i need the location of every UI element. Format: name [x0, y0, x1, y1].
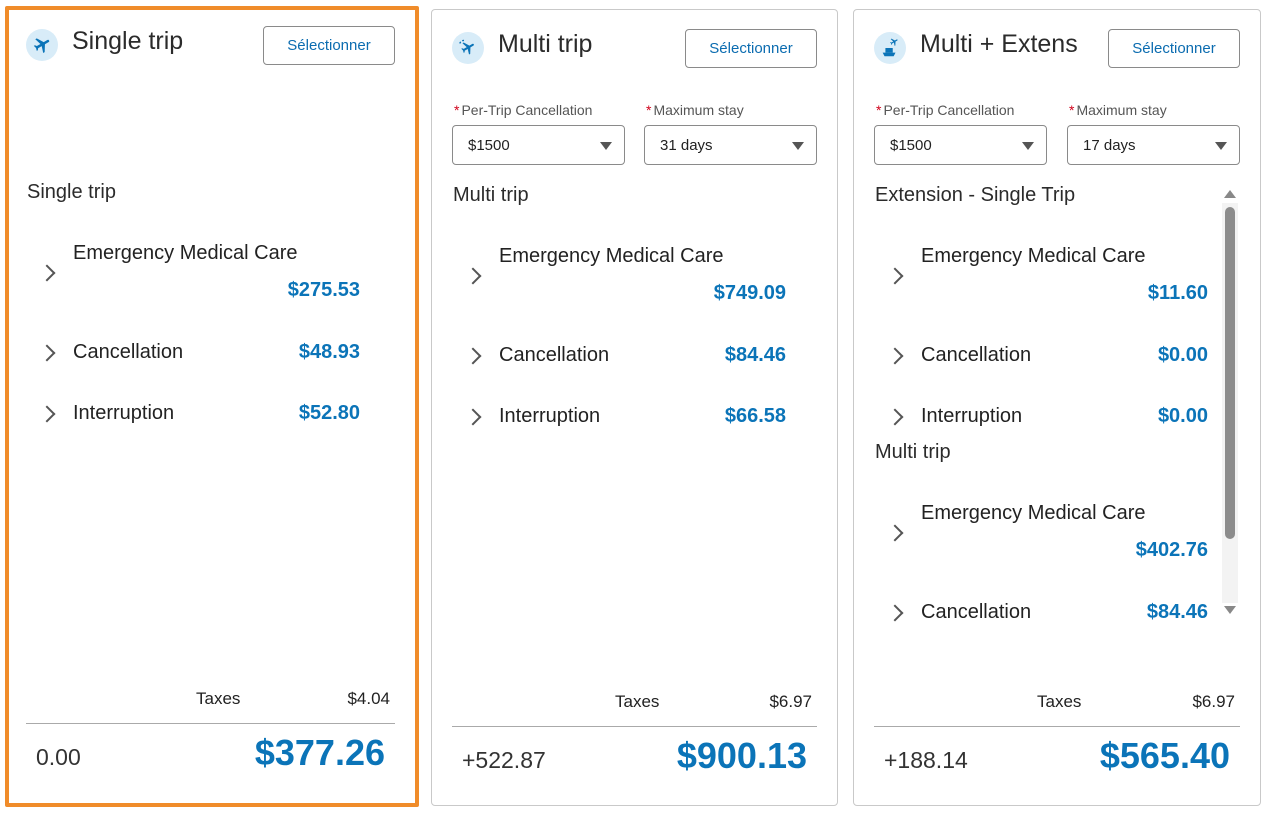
plan-title: Multi + Extens — [920, 30, 1078, 58]
chevron-right-icon[interactable] — [886, 408, 904, 426]
maximum-stay-select[interactable]: 31 days — [644, 125, 817, 165]
caret-down-icon — [600, 142, 612, 150]
coverage-amount: $84.46 — [724, 344, 786, 366]
plan-card-single-trip[interactable]: Single trip Sélectionner Single trip Eme… — [5, 6, 419, 807]
select-value: 31 days — [660, 137, 713, 154]
coverage-scroll-area[interactable]: Extension - Single Trip Emergency Medica… — [854, 180, 1234, 622]
coverage-interruption[interactable]: Interruption $0.00 — [875, 396, 1208, 436]
chevron-right-icon[interactable] — [464, 408, 482, 426]
select-plan-button[interactable]: Sélectionner — [263, 26, 395, 65]
taxes-label: Taxes — [196, 689, 241, 708]
coverage-name: Emergency Medical Care — [499, 245, 724, 267]
coverage-amount: $84.46 — [1146, 601, 1208, 622]
scrollbar-thumb[interactable] — [1225, 207, 1235, 539]
coverage-emergency-medical-care[interactable]: Emergency Medical Care $275.53 — [27, 229, 360, 301]
plan-card-multi-extension[interactable]: Multi + Extens Sélectionner * Per-Trip Ca… — [853, 9, 1261, 806]
coverage-cancellation[interactable]: Cancellation $84.46 — [453, 335, 786, 375]
divider — [26, 723, 395, 724]
plan-header: Multi trip Sélectionner — [452, 28, 817, 68]
plan-card-multi-trip[interactable]: Multi trip Sélectionner * Per-Trip Cancel… — [431, 9, 838, 806]
chevron-right-icon[interactable] — [464, 347, 482, 365]
plan-header: Multi + Extens Sélectionner — [874, 28, 1240, 68]
caret-down-icon — [792, 142, 804, 150]
coverage-name: Cancellation — [921, 344, 1032, 366]
plan-header: Single trip Sélectionner — [26, 25, 395, 65]
coverage-amount: $749.09 — [713, 282, 786, 304]
coverage-name: Emergency Medical Care — [921, 245, 1146, 267]
plan-title: Single trip — [72, 27, 184, 55]
coverage-amount: $11.60 — [1147, 282, 1208, 304]
chevron-right-icon[interactable] — [38, 344, 56, 362]
coverage-amount: $0.00 — [1157, 344, 1208, 366]
coverage-amount: $52.80 — [298, 402, 360, 424]
chevron-right-icon[interactable] — [886, 267, 904, 285]
total-price: $900.13 — [676, 735, 807, 776]
chevron-right-icon[interactable] — [464, 267, 482, 285]
chevron-right-icon[interactable] — [886, 524, 904, 542]
price-difference: +188.14 — [884, 747, 968, 773]
section-title: Multi trip — [453, 184, 529, 206]
coverage-name: Interruption — [921, 405, 1023, 427]
coverage-emergency-medical-care[interactable]: Emergency Medical Care $11.60 — [875, 232, 1208, 304]
per-trip-cancellation-select[interactable]: $1500 — [874, 125, 1047, 165]
airplane-icon — [26, 29, 58, 61]
caret-down-icon — [1022, 142, 1034, 150]
section-title: Single trip — [27, 181, 116, 203]
taxes-value: $4.04 — [347, 689, 390, 708]
per-trip-cancellation-label: * Per-Trip Cancellation — [876, 102, 1015, 118]
maximum-stay-label: * Maximum stay — [1069, 102, 1167, 118]
per-trip-cancellation-select[interactable]: $1500 — [452, 125, 625, 165]
taxes-value: $6.97 — [769, 692, 812, 711]
select-plan-button[interactable]: Sélectionner — [685, 29, 817, 68]
chevron-right-icon[interactable] — [886, 604, 904, 622]
select-value: $1500 — [468, 137, 510, 154]
maximum-stay-select[interactable]: 17 days — [1067, 125, 1240, 165]
total-price: $565.40 — [1099, 735, 1230, 776]
coverage-amount: $66.58 — [724, 405, 786, 427]
taxes-label: Taxes — [615, 692, 660, 711]
taxes-value: $6.97 — [1192, 692, 1235, 711]
coverage-emergency-medical-care[interactable]: Emergency Medical Care $749.09 — [453, 232, 786, 304]
coverage-amount: $48.93 — [298, 341, 360, 363]
total-price: $377.26 — [254, 732, 385, 773]
select-plan-button[interactable]: Sélectionner — [1108, 29, 1240, 68]
chevron-right-icon[interactable] — [886, 347, 904, 365]
coverage-name: Interruption — [73, 402, 175, 424]
coverage-name: Emergency Medical Care — [73, 242, 298, 264]
chevron-right-icon[interactable] — [38, 264, 56, 282]
coverage-name: Interruption — [499, 405, 601, 427]
select-value: 17 days — [1083, 137, 1136, 154]
plan-title: Multi trip — [498, 30, 593, 58]
taxes-label: Taxes — [1037, 692, 1082, 711]
coverage-name: Cancellation — [499, 344, 610, 366]
section-title: Multi trip — [875, 441, 951, 463]
price-difference: +522.87 — [462, 747, 546, 773]
scroll-down-arrow-icon[interactable] — [1224, 606, 1236, 614]
coverage-name: Cancellation — [73, 341, 184, 363]
coverage-interruption[interactable]: Interruption $66.58 — [453, 396, 786, 436]
coverage-emergency-medical-care[interactable]: Emergency Medical Care $402.76 — [875, 489, 1208, 561]
multi-trip-plane-icon — [452, 32, 484, 64]
coverage-amount: $275.53 — [287, 279, 360, 301]
coverage-amount: $402.76 — [1135, 539, 1208, 561]
coverage-amount: $0.00 — [1157, 405, 1208, 427]
coverage-cancellation[interactable]: Cancellation $84.46 — [875, 592, 1208, 622]
cruise-plane-icon — [874, 32, 906, 64]
caret-down-icon — [1215, 142, 1227, 150]
section-title: Extension - Single Trip — [875, 184, 1076, 206]
per-trip-cancellation-label: * Per-Trip Cancellation — [454, 102, 593, 118]
divider — [874, 726, 1240, 727]
chevron-right-icon[interactable] — [38, 405, 56, 423]
select-value: $1500 — [890, 137, 932, 154]
coverage-name: Cancellation — [921, 601, 1032, 622]
coverage-name: Emergency Medical Care — [921, 502, 1146, 524]
maximum-stay-label: * Maximum stay — [646, 102, 744, 118]
price-difference: 0.00 — [36, 744, 81, 770]
coverage-cancellation[interactable]: Cancellation $48.93 — [27, 332, 360, 372]
scroll-up-arrow-icon[interactable] — [1224, 190, 1236, 198]
coverage-cancellation[interactable]: Cancellation $0.00 — [875, 335, 1208, 375]
divider — [452, 726, 817, 727]
coverage-interruption[interactable]: Interruption $52.80 — [27, 393, 360, 433]
